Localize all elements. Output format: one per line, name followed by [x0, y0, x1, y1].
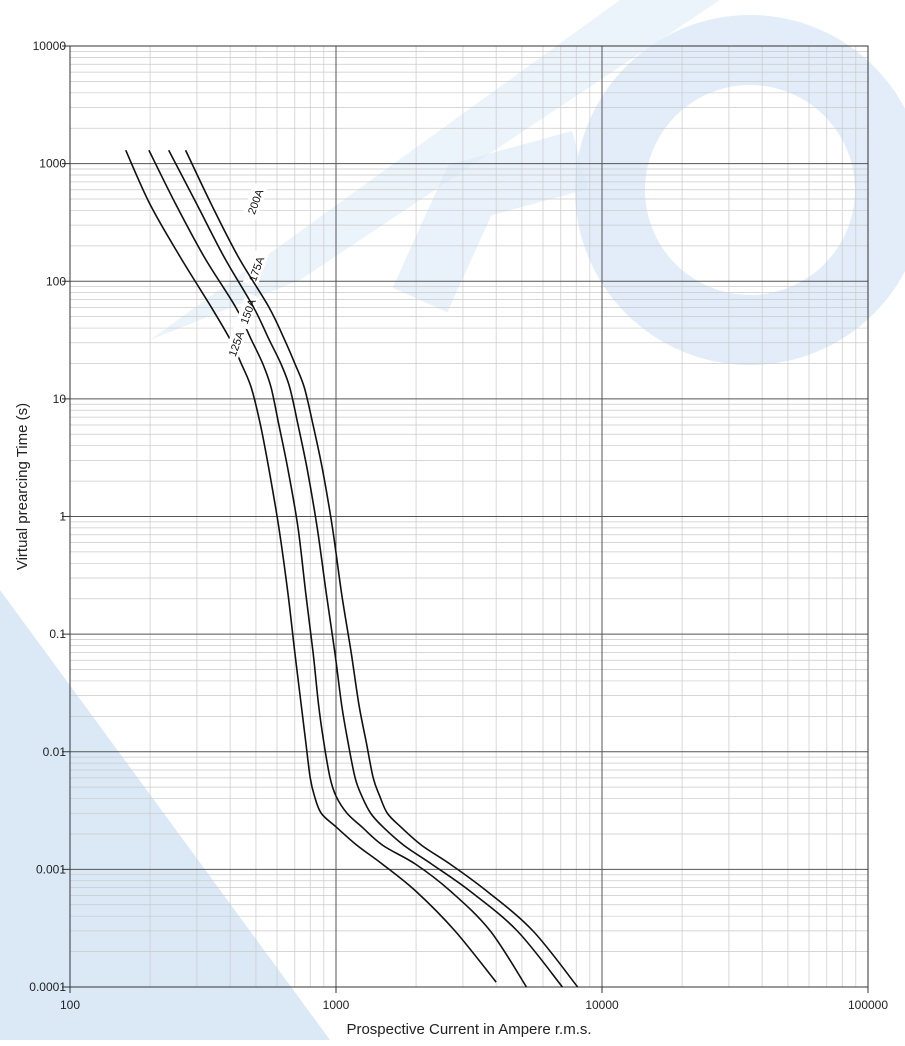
x-tick-label: 10000 — [585, 998, 619, 1012]
watermark-shape — [392, 131, 588, 313]
y-tick-label: 0.01 — [43, 745, 67, 759]
series-200A: 200A — [184, 149, 579, 988]
x-axis-title: Prospective Current in Ampere r.m.s. — [346, 1021, 591, 1038]
curve-label-125A: 125A — [222, 325, 249, 363]
curve-line-125A — [125, 149, 497, 983]
watermark-shape — [150, 0, 720, 340]
y-tick-label: 1000 — [39, 157, 66, 171]
curve-label-bg — [234, 292, 261, 330]
x-tick-label: 1000 — [323, 998, 350, 1012]
y-tick-label: 0.001 — [36, 862, 66, 876]
y-tick-label: 10000 — [33, 39, 67, 53]
y-tick-label: 0.0001 — [29, 980, 66, 994]
curve-label-bg — [222, 325, 249, 363]
x-tick-labels: 100 1000 10000 100000 — [60, 998, 888, 1012]
series-175A: 175A — [167, 149, 564, 988]
plot-frame — [69, 45, 869, 988]
x-tick-label: 100 — [60, 998, 80, 1012]
y-tick-label: 1 — [59, 510, 66, 524]
x-tick-label: 100000 — [848, 998, 888, 1012]
y-tick-labels: 0.0001 0.001 0.01 0.1 1 10 100 1000 10000 — [29, 39, 66, 994]
curve-label-bg — [242, 250, 269, 288]
curve-label-text: 200A — [246, 187, 266, 216]
y-tick-label: 0.1 — [49, 627, 66, 641]
curve-line-200A — [184, 149, 579, 988]
curve-line-150A — [148, 149, 528, 988]
watermark-shape — [575, 15, 905, 365]
y-tick-label: 10 — [53, 392, 67, 406]
curve-label-bg — [241, 182, 268, 221]
y-axis-title: Virtual prearcing Time (s) — [14, 403, 31, 570]
watermark-shape — [0, 590, 330, 1040]
curve-line-175A — [167, 149, 564, 988]
y-tick-label: 100 — [46, 274, 66, 288]
curve-label-200A: 200A — [241, 182, 268, 221]
